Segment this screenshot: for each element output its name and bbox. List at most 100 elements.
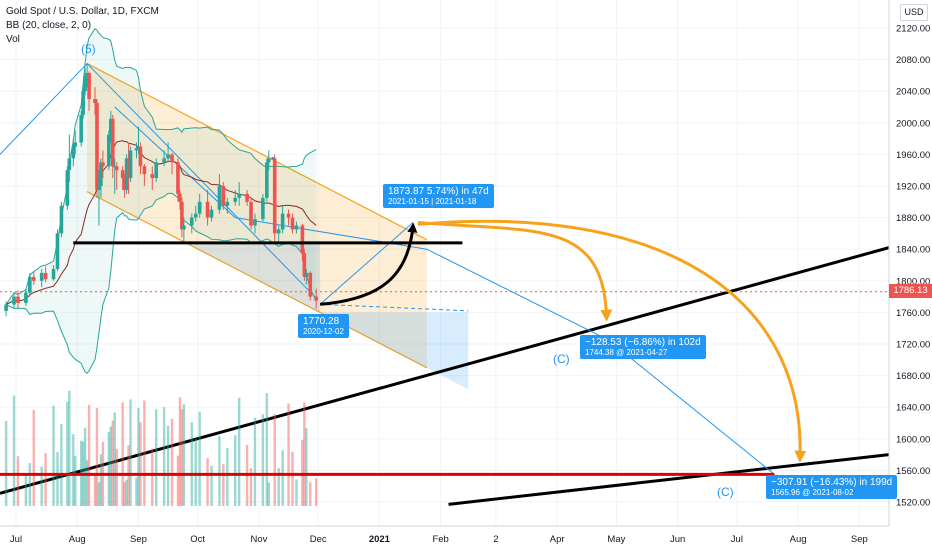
- candle-body: [272, 158, 277, 234]
- volume-legend[interactable]: Vol: [6, 34, 20, 45]
- chart-symbol-title[interactable]: Gold Spot / U.S. Dollar, 1D, FXCM: [6, 6, 159, 17]
- candle-body: [81, 91, 85, 115]
- volume-bar: [72, 434, 75, 506]
- candle-body: [217, 186, 222, 210]
- candle-body: [101, 162, 105, 167]
- volume-bar: [113, 412, 116, 506]
- rally-projection-line: [319, 222, 414, 305]
- volume-bar: [28, 463, 32, 506]
- volume-bar: [277, 468, 280, 506]
- time-tick-label: 2: [493, 534, 498, 545]
- channel-upper-line: [86, 63, 428, 241]
- candle-body: [128, 150, 133, 179]
- volume-bar: [121, 402, 124, 506]
- price-tick-label: 2080.00: [896, 55, 930, 66]
- volume-bar: [12, 395, 16, 506]
- volume-bar: [166, 425, 170, 506]
- price-tick-label: 1600.00: [896, 434, 930, 445]
- volume-bar: [237, 397, 241, 506]
- volume-bar: [4, 421, 8, 506]
- last-price-tag: 1786.13: [889, 284, 932, 298]
- candle-body: [253, 219, 257, 226]
- volume-bar: [180, 409, 184, 506]
- grid-lines: [0, 0, 889, 526]
- volume-bar: [56, 452, 59, 506]
- time-tick-label: Dec: [310, 534, 327, 545]
- bollinger-legend[interactable]: BB (20, close, 2, 0): [6, 20, 92, 31]
- candle-body: [276, 229, 281, 234]
- volume-bar: [60, 424, 63, 506]
- time-tick-label: Jul: [731, 534, 743, 545]
- volume-bar: [44, 453, 47, 506]
- volume-bar: [287, 403, 290, 506]
- volume-bar: [66, 401, 69, 506]
- volume-bar: [24, 475, 28, 506]
- volume-bar: [97, 482, 101, 506]
- candle-body: [24, 292, 28, 303]
- candle-body: [67, 158, 72, 171]
- candle-body: [237, 193, 241, 198]
- volume-bar: [139, 422, 142, 506]
- volume-bar: [190, 422, 193, 506]
- candle-body: [142, 166, 147, 175]
- candle-body: [65, 170, 70, 206]
- candle-body: [290, 217, 295, 230]
- candle-body: [112, 166, 117, 168]
- candle-body: [170, 154, 174, 163]
- time-tick-label: Aug: [790, 534, 807, 545]
- candle-body: [150, 174, 155, 179]
- drawing-layer-front: [0, 156, 807, 476]
- volume-bar: [176, 455, 180, 506]
- candle-body: [134, 148, 139, 151]
- volume-bar: [281, 450, 284, 506]
- volume-bar: [93, 474, 97, 506]
- currency-button[interactable]: USD: [900, 4, 928, 21]
- candle-body: [59, 205, 64, 234]
- volume-bar: [137, 407, 140, 506]
- candle-body: [99, 162, 103, 186]
- candle-body: [245, 193, 249, 202]
- candle-body: [182, 225, 186, 230]
- drawing-layer-back: [0, 62, 890, 506]
- candle-body: [93, 99, 97, 104]
- time-tick-label: Jun: [670, 534, 685, 545]
- rally-arrow: [320, 222, 418, 306]
- volume-bar: [265, 393, 269, 506]
- volume-bar: [222, 463, 225, 506]
- candle-body: [286, 213, 291, 218]
- volume-bar: [303, 402, 306, 506]
- volume-bar: [109, 426, 112, 506]
- candle-body: [308, 272, 313, 297]
- volume-bar: [123, 482, 126, 506]
- volume-bar: [315, 478, 318, 506]
- volume-bar: [151, 448, 154, 506]
- wave-c-label-2: (C): [717, 485, 734, 499]
- candle-body: [136, 146, 141, 149]
- volume-bar: [129, 399, 132, 506]
- volume-bar: [210, 465, 213, 506]
- swing-low-value: 1770.28: [303, 316, 340, 327]
- time-tick-label: Jul: [10, 534, 22, 545]
- volume-bar: [125, 479, 128, 506]
- price-tick-label: 1720.00: [896, 340, 930, 351]
- candle-body: [73, 142, 78, 147]
- price-tick-label: 1680.00: [896, 371, 930, 382]
- candle-body: [166, 154, 170, 159]
- volume-bar: [249, 468, 253, 506]
- candle-body: [176, 162, 180, 194]
- candlestick-series: [4, 63, 318, 317]
- target-2-callout: −307.91 (−16.43%) in 199d 1565.96 @ 2021…: [766, 475, 898, 499]
- target-1-price-date: 1744.38 @ 2021-04-27: [585, 348, 668, 357]
- candle-body: [109, 118, 113, 135]
- volume-bar: [226, 448, 229, 506]
- bb-lower: [5, 192, 317, 375]
- time-tick-label: Aug: [69, 534, 86, 545]
- volume-bar: [115, 448, 118, 506]
- target-1-callout: −128.53 (−6.86%) in 102d 1744.38 @ 2021-…: [580, 335, 706, 359]
- candle-body: [138, 146, 143, 167]
- projection-fill-left: [185, 242, 321, 313]
- candle-body: [180, 201, 184, 230]
- time-tick-label: May: [607, 534, 625, 545]
